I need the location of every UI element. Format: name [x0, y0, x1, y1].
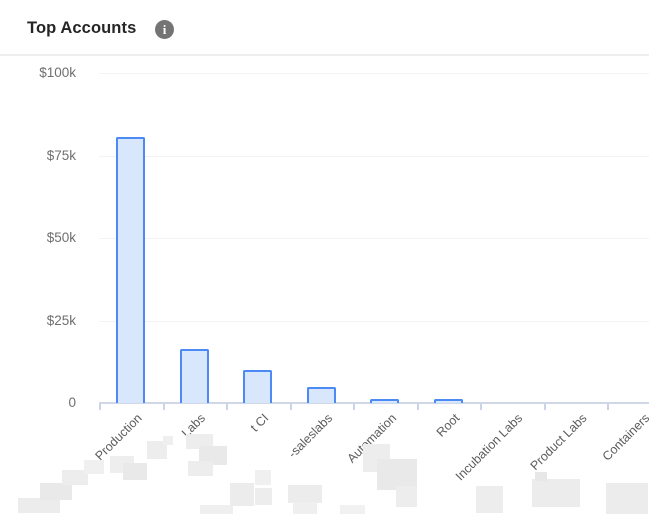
redaction-blob: [200, 505, 233, 514]
x-axis-label: Incubation Labs: [453, 411, 526, 484]
redaction-blob: [188, 461, 213, 476]
axis-baseline: [99, 402, 649, 404]
axis-tick: [607, 404, 609, 410]
card-header: Top Accounts i: [0, 0, 649, 56]
redaction-blob: [84, 460, 104, 474]
y-axis-label: $25k: [46, 313, 76, 328]
redaction-blob: [255, 488, 272, 505]
x-axis-label: Root: [433, 411, 463, 440]
x-axis-label: t CI: [247, 411, 272, 435]
axis-tick: [353, 404, 355, 410]
redaction-blob: [606, 483, 648, 514]
axis-tick: [163, 404, 165, 410]
gridline: [99, 238, 649, 239]
bar[interactable]: [307, 387, 336, 403]
redaction-blob: [476, 486, 503, 513]
redaction-blob: [288, 485, 322, 503]
axis-tick: [480, 404, 482, 410]
redaction-blob: [186, 434, 213, 449]
page-title: Top Accounts: [27, 19, 137, 37]
axis-tick: [290, 404, 292, 410]
y-axis-label: $75k: [46, 148, 76, 163]
x-axis-label: Containers: [600, 411, 649, 464]
gridline: [99, 156, 649, 157]
redaction-blob: [199, 446, 227, 465]
gridline: [99, 321, 649, 322]
redaction-blob: [147, 441, 167, 459]
bar[interactable]: [180, 349, 209, 403]
gridline: [99, 73, 649, 74]
axis-tick: [417, 404, 419, 410]
redaction-blob: [340, 505, 365, 514]
redaction-blob: [123, 463, 147, 480]
redaction-blob: [18, 498, 60, 513]
redaction-blob: [163, 436, 173, 445]
redaction-blob: [535, 472, 547, 481]
info-icon[interactable]: i: [155, 20, 174, 39]
info-icon-glyph: i: [162, 22, 167, 37]
axis-tick: [544, 404, 546, 410]
redaction-blob: [377, 459, 417, 490]
axis-tick: [99, 404, 101, 410]
redaction-blob: [255, 470, 271, 485]
axis-tick: [226, 404, 228, 410]
bar[interactable]: [434, 399, 463, 403]
bar[interactable]: [116, 137, 145, 403]
bar[interactable]: [370, 399, 399, 403]
y-axis-label: $100k: [39, 65, 76, 80]
redaction-blob: [40, 483, 72, 500]
redaction-blob: [532, 479, 580, 507]
y-axis-label: 0: [68, 395, 76, 410]
redaction-blob: [230, 483, 254, 506]
y-axis-label: $50k: [46, 230, 76, 245]
redaction-blob: [62, 470, 88, 485]
x-axis-label: -saleslabs: [285, 411, 336, 461]
bar[interactable]: [243, 370, 272, 403]
redaction-blob: [396, 486, 417, 507]
redaction-blob: [293, 502, 317, 514]
x-axis-label: Product Labs: [527, 411, 590, 473]
header-divider: [0, 54, 649, 56]
